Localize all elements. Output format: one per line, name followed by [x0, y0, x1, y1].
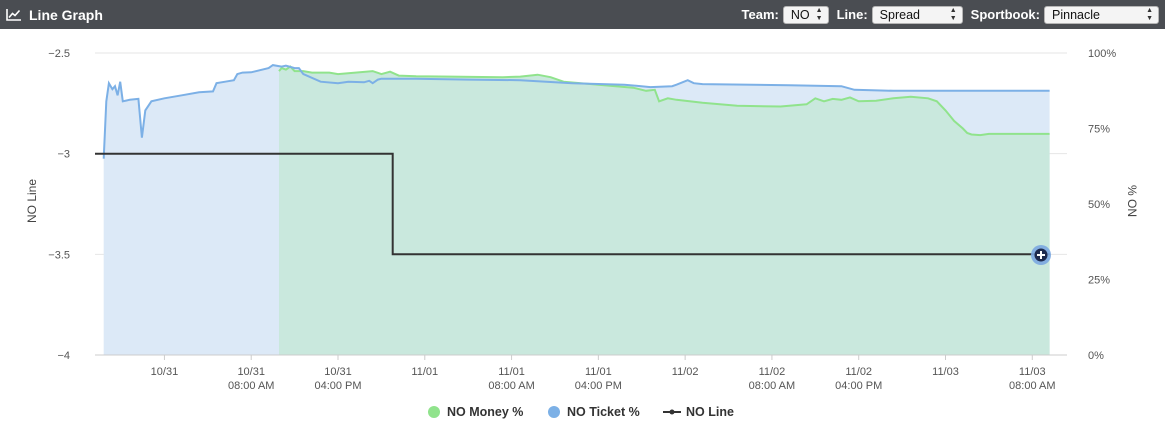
money-area — [279, 66, 1050, 355]
sportbook-select[interactable]: Pinnacle ▲ ▼ — [1044, 5, 1159, 24]
x-axis-tick-date: 11/02 — [759, 366, 786, 378]
chart-controls: Team: NO ▲ ▼ Line: Spread ▲ ▼ Sportbook: P… — [734, 0, 1159, 29]
x-axis-tick-time: 04:00 PM — [835, 380, 882, 392]
x-axis-tick-date: 11/03 — [932, 366, 959, 378]
money-series-line — [278, 65, 1050, 137]
page-title: Line Graph — [29, 6, 103, 23]
x-axis-tick-time: 08:00 AM — [228, 380, 274, 392]
right-axis-tick-label: 25% — [1088, 275, 1110, 287]
x-axis-tick-date: 10/31 — [324, 366, 352, 378]
x-axis-tick-date: 11/01 — [498, 366, 525, 378]
legend: NO Money % NO Ticket % NO Line — [428, 405, 734, 419]
select-arrows-icon: ▲ ▼ — [815, 6, 823, 22]
title-wrap: Line Graph — [6, 0, 103, 29]
left-axis-tick-label: −3.5 — [48, 249, 70, 261]
x-axis-tick-date: 11/02 — [672, 366, 699, 378]
sportbook-label: Sportbook: — [970, 7, 1040, 22]
x-axis-tick-time: 08:00 AM — [1009, 380, 1055, 392]
right-axis-tick-label: 100% — [1088, 48, 1116, 60]
right-axis-tick-label: 75% — [1088, 124, 1110, 136]
x-axis-tick-date: 11/02 — [845, 366, 872, 378]
sportbook-select-value: Pinnacle — [1052, 7, 1100, 22]
legend-line-dot — [669, 409, 675, 415]
plus-icon — [1037, 251, 1045, 259]
right-axis-title: % ON — [1125, 185, 1139, 217]
x-axis-tick-time: 08:00 AM — [749, 380, 795, 392]
x-axis-tick-date: 10/31 — [237, 366, 265, 378]
x-axis-tick-date: 11/01 — [585, 366, 612, 378]
team-select[interactable]: NO ▲ ▼ — [782, 5, 829, 24]
right-axis-tick-label: 50% — [1088, 199, 1110, 211]
crosshair-marker[interactable] — [1031, 245, 1051, 265]
left-axis-tick-label: −2.5 — [48, 48, 70, 60]
legend-ticket-label: NO Ticket % — [567, 405, 640, 419]
right-axis-tick-label: 0% — [1088, 350, 1104, 362]
x-axis-tick-time: 04:00 PM — [575, 380, 622, 392]
legend-money-marker — [428, 406, 440, 418]
left-axis-title: NO Line — [25, 179, 39, 223]
left-axis-tick-label: −3 — [57, 149, 70, 161]
legend-ticket-marker — [548, 406, 560, 418]
legend-line-label: NO Line — [686, 405, 734, 419]
axes: −2.5 −3 −3.5 −4 100% 75% 50% 25% 0% 10/31 10/31 08:… — [48, 48, 1116, 392]
line-chart-icon — [6, 9, 21, 21]
select-arrows-icon: ▲ ▼ — [1146, 6, 1153, 22]
x-axis-tick-time: 04:00 PM — [314, 380, 361, 392]
team-select-value: NO — [790, 7, 810, 22]
team-label: Team: — [741, 7, 779, 22]
x-axis-tick-time: 08:00 AM — [488, 380, 534, 392]
line-chart: −2.5 −3 −3.5 −4 100% 75% 50% 25% 0% 10/31 10/31 08:… — [25, 48, 1139, 419]
series-lines — [95, 64, 1050, 256]
ticket-series-line — [102, 64, 1050, 159]
left-axis-tick-label: −4 — [57, 350, 70, 362]
legend-money-label: NO Money % — [447, 405, 523, 419]
select-arrows-icon: ▲ ▼ — [949, 6, 957, 22]
no-line-series-line — [95, 152, 1050, 256]
line-select[interactable]: Spread ▲ ▼ — [871, 5, 963, 24]
line-select-value: Spread — [879, 7, 920, 22]
x-axis-tick-date: 10/31 — [151, 366, 179, 378]
series-areas — [103, 65, 1050, 355]
x-axis-tick-date: 11/01 — [411, 366, 438, 378]
x-axis-tick-date: 11/03 — [1019, 366, 1046, 378]
line-label: Line: — [836, 7, 868, 22]
chart-header: Line Graph Team: NO ▲ ▼ Line: Spread ▲ ▼ S… — [0, 0, 1165, 29]
